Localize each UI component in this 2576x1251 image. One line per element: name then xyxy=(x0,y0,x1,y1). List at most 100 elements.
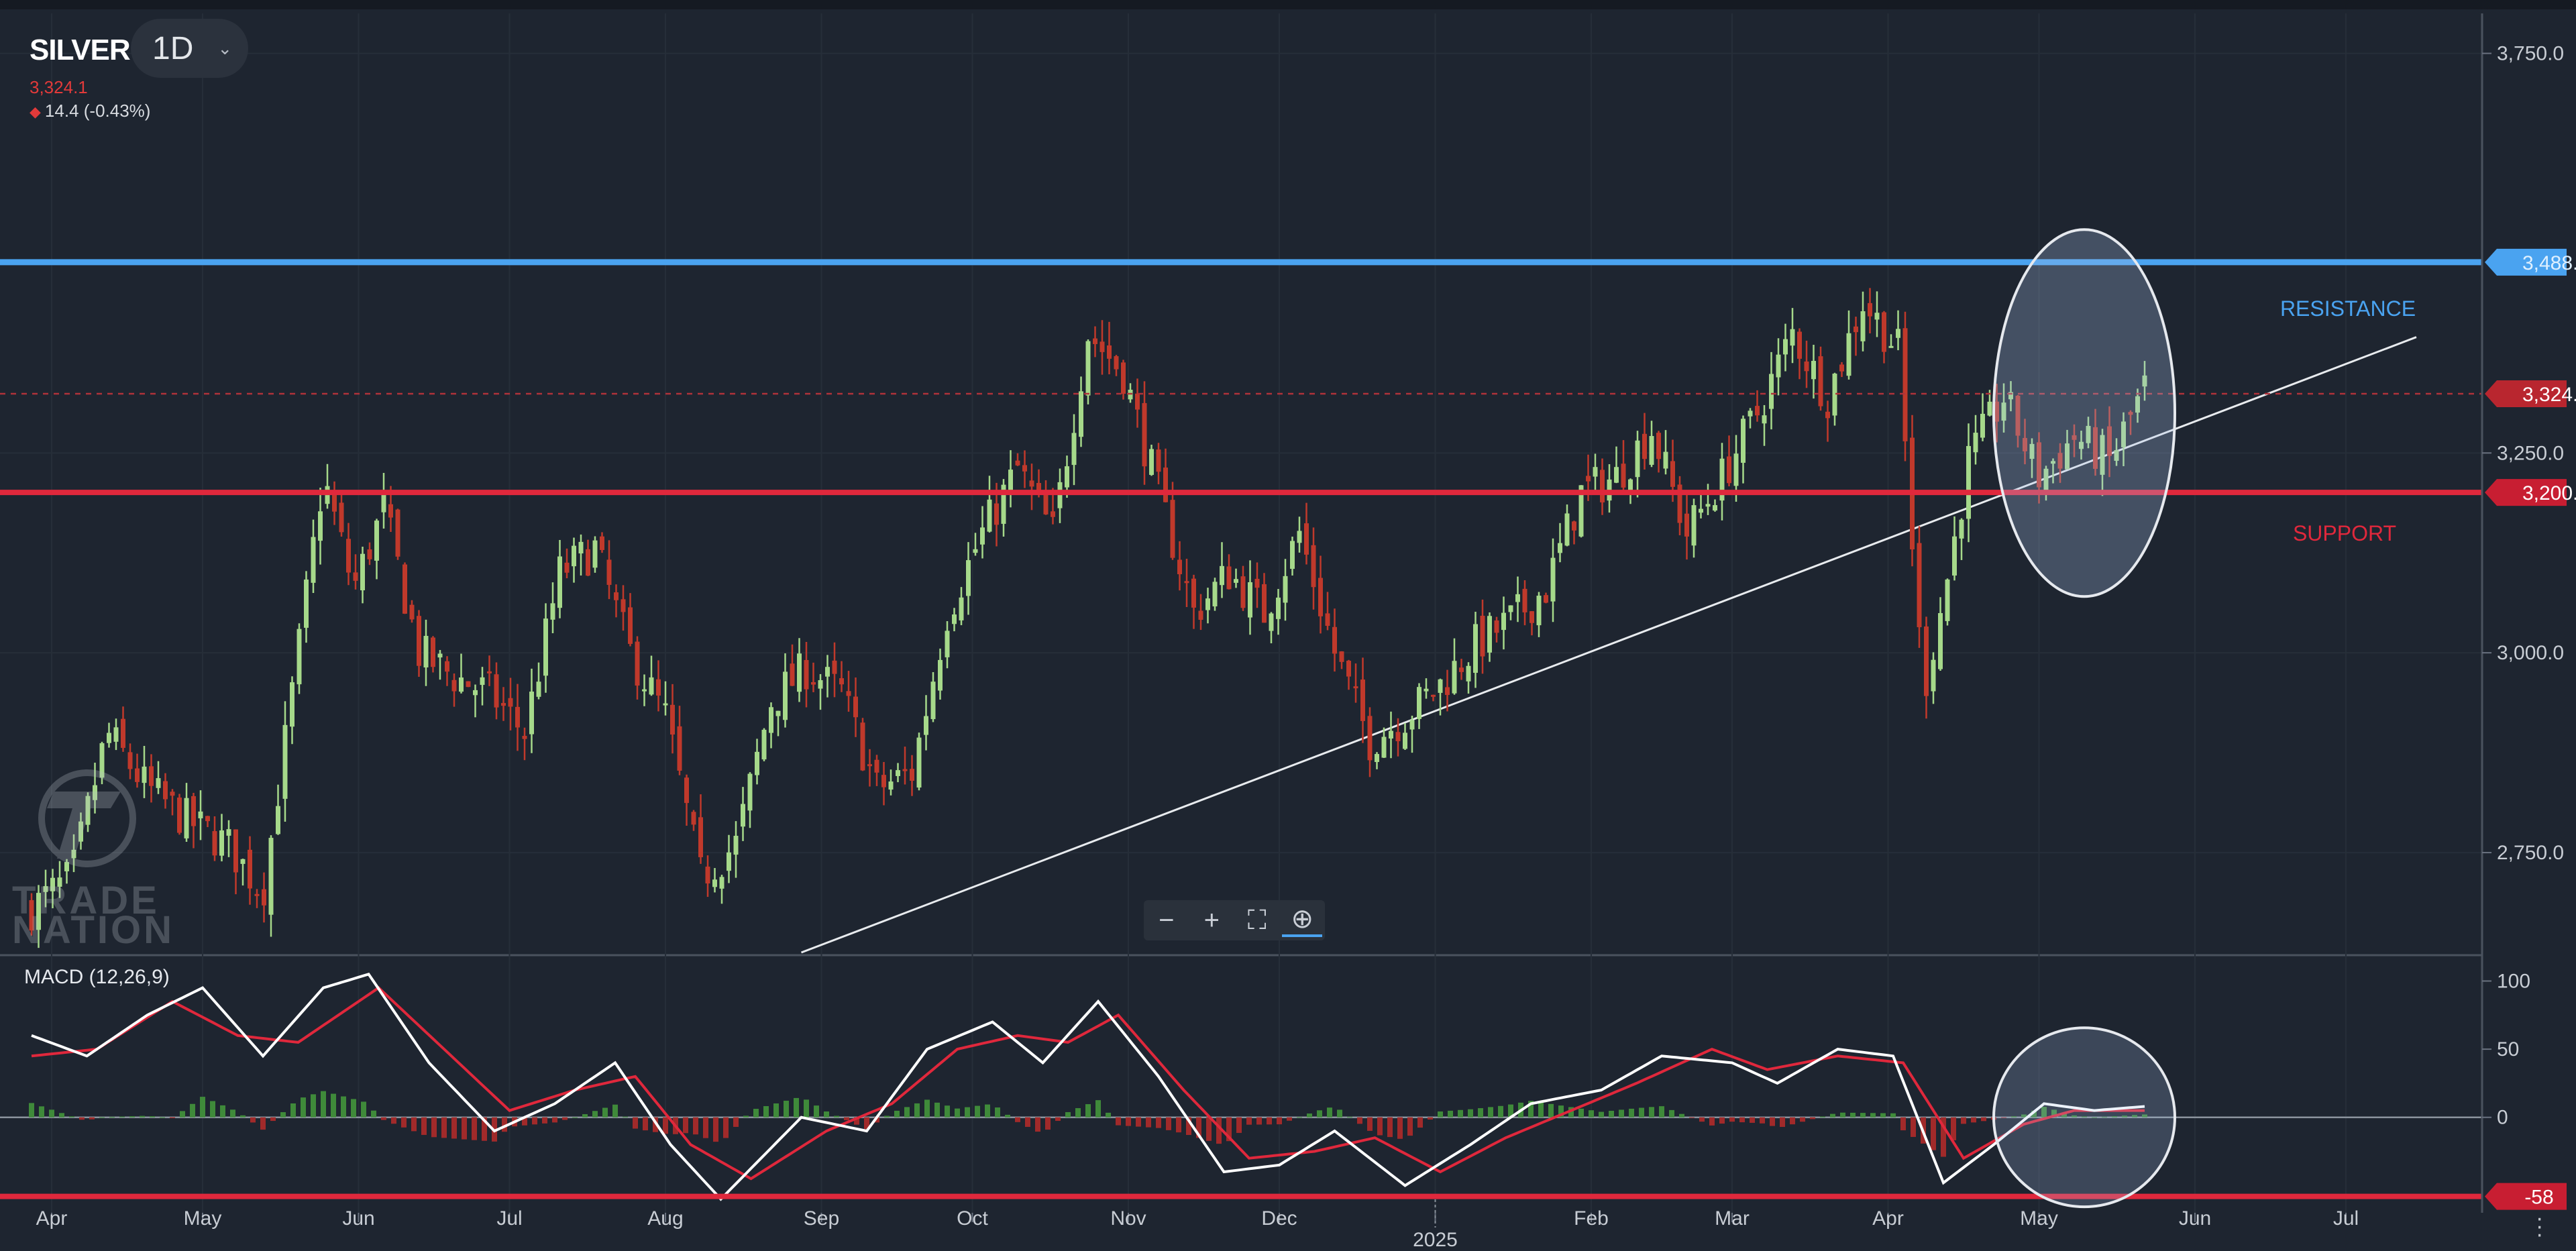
candle-body xyxy=(1536,596,1542,626)
candle-body xyxy=(557,556,562,608)
candle-body xyxy=(451,679,457,692)
candle-body xyxy=(2072,435,2077,440)
candle-body xyxy=(712,879,717,887)
y-tick-label: 3,750.0 xyxy=(2497,43,2564,65)
macd-histogram-bar xyxy=(441,1117,447,1138)
candle-body xyxy=(431,637,435,667)
candle-body xyxy=(191,796,196,826)
macd-histogram-bar xyxy=(623,1116,628,1118)
candle-body xyxy=(1868,303,1872,317)
candle-body xyxy=(1149,449,1154,475)
macd-histogram-bar xyxy=(451,1117,457,1139)
macd-histogram-bar xyxy=(361,1101,366,1118)
watermark-line2: NATION xyxy=(12,908,174,952)
macd-histogram-bar xyxy=(663,1117,668,1134)
candle-body xyxy=(1205,598,1210,610)
candle-body xyxy=(2015,395,2021,436)
x-tick-label: Oct xyxy=(957,1207,988,1230)
fit-screen-button[interactable]: ⛶ xyxy=(1247,905,1267,935)
candle-body xyxy=(1748,411,1753,417)
candle-body xyxy=(1931,659,1936,692)
macd-histogram-bar xyxy=(1911,1117,1916,1137)
candle-body xyxy=(719,877,724,889)
candle-body xyxy=(896,770,900,776)
candle-body xyxy=(2043,468,2049,491)
macd-histogram-bar xyxy=(1880,1113,1886,1118)
zoom-reset-button[interactable]: ⊕ xyxy=(1282,904,1323,937)
macd-histogram-bar xyxy=(1246,1117,1252,1125)
macd-histogram-bar xyxy=(1186,1117,1191,1135)
candle-body xyxy=(1093,338,1097,344)
candle-body xyxy=(2093,427,2098,469)
macd-histogram-bar xyxy=(814,1105,819,1118)
zoom-in-button[interactable]: + xyxy=(1203,905,1220,935)
candle-body xyxy=(1473,624,1478,673)
x-tick-label: Jun xyxy=(2179,1207,2211,1230)
candle-body xyxy=(282,724,288,799)
candle-body xyxy=(1339,651,1344,662)
macd-histogram-bar xyxy=(200,1097,205,1118)
macd-histogram-bar xyxy=(1558,1105,1564,1118)
candle-body xyxy=(1240,576,1246,608)
candle-body xyxy=(1001,484,1006,524)
candle-body xyxy=(536,682,541,697)
candle-body xyxy=(2121,421,2126,447)
macd-histogram-bar xyxy=(1639,1107,1644,1118)
candle-body xyxy=(1529,611,1534,623)
candle-body xyxy=(473,690,478,696)
candle-body xyxy=(1501,612,1506,631)
macd-histogram-bar xyxy=(1307,1113,1312,1118)
candle-body xyxy=(1959,519,1964,539)
x-tick-label: Sep xyxy=(804,1207,839,1230)
macd-y-tick-label: 100 xyxy=(2497,970,2530,992)
candle-body xyxy=(240,859,246,864)
macd-histogram-bar xyxy=(1709,1117,1715,1126)
candle-body xyxy=(606,559,612,585)
macd-histogram-bar xyxy=(934,1102,940,1118)
candle-body xyxy=(402,564,407,614)
axes: Apr May Jun Jul Aug Sep Oct Nov Dec 2025 Feb Mar Apr… xyxy=(36,13,2564,1251)
zoom-out-button[interactable]: − xyxy=(1159,905,1175,935)
macd-histogram-bar xyxy=(1810,1117,1815,1120)
macd-histogram-bar xyxy=(1347,1116,1352,1118)
macd-histogram-bar xyxy=(532,1117,537,1125)
macd-histogram-bar xyxy=(2142,1114,2147,1118)
x-tick-label: Feb xyxy=(1574,1207,1609,1230)
macd-histogram-bar xyxy=(1599,1111,1604,1118)
macd-histogram-bar xyxy=(653,1117,658,1132)
candle-body xyxy=(1445,687,1450,696)
macd-histogram-bar xyxy=(763,1106,769,1118)
more-options-icon[interactable]: · · · xyxy=(2536,1205,2544,1247)
candle-body xyxy=(1191,578,1196,608)
candle-body xyxy=(1987,401,1992,416)
candle-body xyxy=(353,572,358,581)
macd-histogram-bar xyxy=(784,1100,789,1118)
macd-histogram-bar xyxy=(119,1116,125,1118)
candle-body xyxy=(2008,392,2013,400)
timeframe-selector[interactable]: 1D ⌄ xyxy=(131,19,248,78)
macd-histogram-bar xyxy=(301,1097,306,1118)
macd-histogram-bar xyxy=(1830,1113,1835,1118)
candle-body xyxy=(663,703,668,706)
candle-body xyxy=(374,521,379,561)
candle-body xyxy=(318,511,323,541)
macd-histogram-bar xyxy=(612,1104,618,1118)
top-border xyxy=(0,0,2576,9)
macd-histogram-bar xyxy=(1850,1112,1856,1118)
candle-body xyxy=(1769,374,1774,409)
macd-histogram-bar xyxy=(1156,1117,1161,1128)
candle-body xyxy=(1269,613,1274,631)
macd-histogram-bar xyxy=(874,1117,879,1123)
candle-body xyxy=(1431,694,1436,697)
candle-body xyxy=(1395,732,1401,742)
macd-histogram-bar xyxy=(411,1117,417,1132)
macd-histogram-bar xyxy=(904,1107,910,1118)
candle-body xyxy=(769,707,773,733)
macd-histogram-bar xyxy=(2112,1116,2117,1118)
candle-body xyxy=(572,545,576,567)
support-label: SUPPORT xyxy=(2293,521,2396,545)
candle-body xyxy=(99,743,105,778)
macd-histogram-bar xyxy=(1961,1117,1966,1124)
candle-body xyxy=(600,536,604,550)
